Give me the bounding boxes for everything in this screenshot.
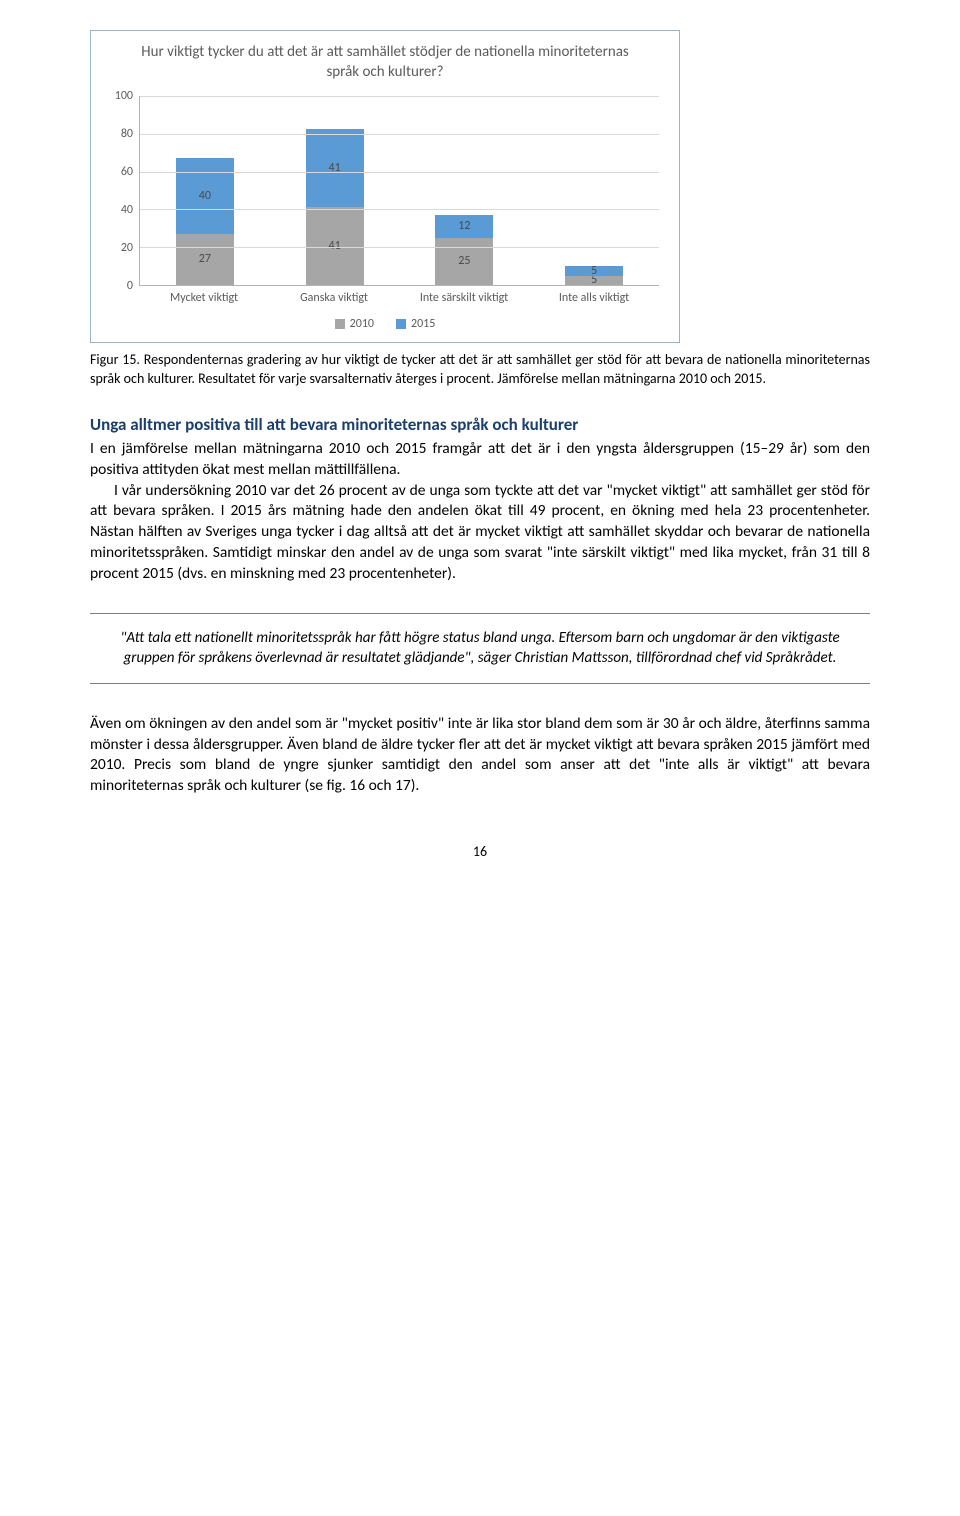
x-category-label: Inte särskilt viktigt: [412, 290, 516, 306]
bar-group: 27 40: [176, 158, 234, 285]
y-tick-label: 60: [121, 164, 133, 180]
bar-segment: 25: [435, 238, 493, 286]
y-tick-label: 100: [115, 88, 133, 104]
y-tick-label: 0: [127, 278, 133, 294]
figure-caption: Figur 15. Respondenternas gradering av h…: [90, 351, 870, 387]
body-paragraph-3: Även om ökningen av den andel som är "my…: [90, 714, 870, 798]
legend-label: 2010: [350, 316, 374, 332]
chart-plot: 27 40 41 41 25 12 55: [139, 96, 659, 286]
bar-value-label: 12: [458, 218, 470, 234]
bar-segment: 41: [306, 129, 364, 207]
legend-label: 2015: [411, 316, 435, 332]
bar-group: 55: [565, 266, 623, 285]
body-paragraph-1: I en jämförelse mellan mätningarna 2010 …: [90, 439, 870, 481]
x-axis-labels: Mycket viktigt Ganska viktigt Inte särskil…: [139, 290, 659, 306]
bar-value-label: 41: [329, 160, 341, 176]
chart-title: Hur viktigt tycker du att det är att sam…: [135, 43, 635, 82]
bar-value-label: 25: [458, 253, 470, 269]
x-category-label: Inte alls viktigt: [542, 290, 646, 306]
y-tick-label: 20: [121, 240, 133, 256]
bar-value-label: 5: [591, 263, 597, 279]
chart-container: Hur viktigt tycker du att det är att sam…: [90, 30, 680, 343]
y-tick-label: 40: [121, 202, 133, 218]
bar-group: 25 12: [435, 215, 493, 285]
bar-segment: 12: [435, 215, 493, 238]
x-category-label: Ganska viktigt: [282, 290, 386, 306]
chart-legend: 2010 2015: [105, 316, 665, 332]
bar-segment: 27: [176, 234, 234, 285]
bar-group: 41 41: [306, 129, 364, 285]
bar-segment: 41: [306, 207, 364, 285]
y-axis: 020406080100: [105, 96, 135, 286]
bar-value-label: 27: [199, 251, 211, 267]
legend-swatch: [335, 319, 345, 329]
x-category-label: Mycket viktigt: [152, 290, 256, 306]
page-number: 16: [90, 843, 870, 862]
bar-segment: 5: [565, 266, 623, 276]
body-paragraph-2: I vår undersökning 2010 var det 26 proce…: [90, 481, 870, 586]
chart-gridline: [140, 209, 659, 210]
bar-value-label: 41: [329, 238, 341, 254]
legend-swatch: [396, 319, 406, 329]
y-tick-label: 80: [121, 126, 133, 142]
figure-number: Figur 15.: [90, 351, 140, 368]
chart-gridline: [140, 134, 659, 135]
chart-gridline: [140, 96, 659, 97]
legend-item: 2015: [396, 316, 435, 332]
pull-quote: "Att tala ett nationellt minoritetsspråk…: [90, 613, 870, 684]
figure-caption-text: Respondenternas gradering av hur viktigt…: [90, 351, 870, 386]
legend-item: 2010: [335, 316, 374, 332]
chart-gridline: [140, 247, 659, 248]
chart-bars: 27 40 41 41 25 12 55: [140, 96, 659, 285]
bar-segment: 40: [176, 158, 234, 234]
chart-plot-area: 020406080100 27404141251255: [139, 96, 659, 286]
bar-value-label: 40: [199, 188, 211, 204]
chart-gridline: [140, 172, 659, 173]
section-heading: Unga alltmer positiva till att bevara mi…: [90, 414, 870, 437]
